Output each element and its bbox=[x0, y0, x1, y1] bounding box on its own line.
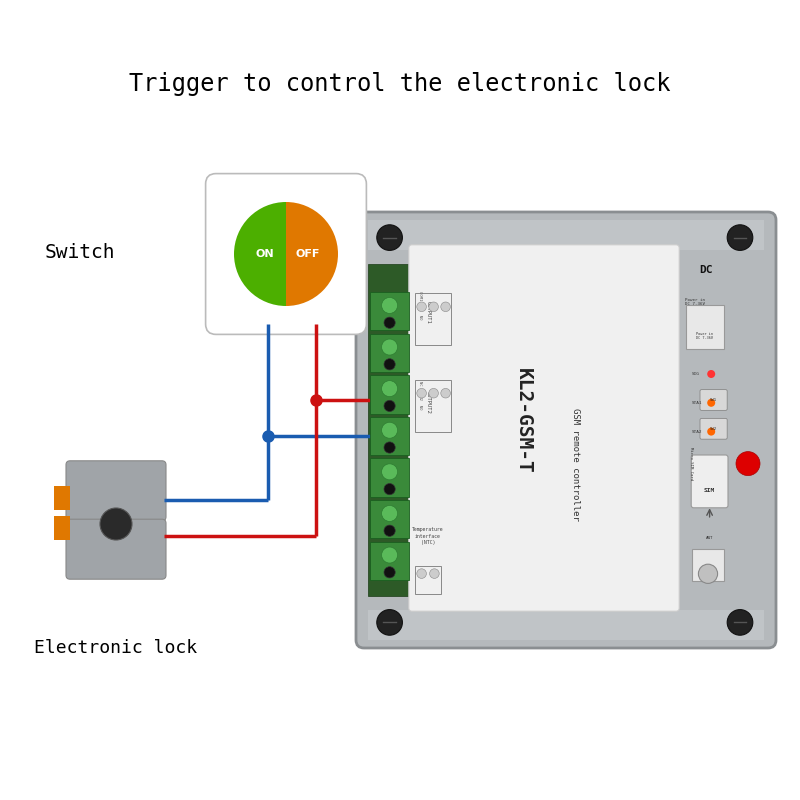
Circle shape bbox=[698, 564, 718, 583]
Circle shape bbox=[417, 388, 426, 398]
Bar bbox=[370, 417, 409, 455]
Circle shape bbox=[441, 388, 450, 398]
Bar bbox=[415, 379, 451, 431]
Text: COM1  NC  NO: COM1 NC NO bbox=[418, 291, 422, 320]
FancyBboxPatch shape bbox=[206, 174, 366, 334]
Text: ANT: ANT bbox=[706, 536, 714, 540]
Circle shape bbox=[429, 302, 438, 311]
FancyBboxPatch shape bbox=[700, 418, 727, 439]
Bar bbox=[686, 305, 724, 349]
Text: KL2-GSM-T: KL2-GSM-T bbox=[514, 368, 532, 474]
Bar bbox=[54, 486, 70, 510]
Text: GSM remote controller: GSM remote controller bbox=[571, 407, 580, 521]
Text: Switch: Switch bbox=[45, 242, 115, 262]
Text: Electronic lock: Electronic lock bbox=[34, 639, 198, 657]
Circle shape bbox=[382, 464, 398, 480]
Circle shape bbox=[736, 451, 760, 475]
Wedge shape bbox=[234, 202, 286, 306]
Bar bbox=[370, 500, 409, 538]
Text: Power in
DC 7-36V: Power in DC 7-36V bbox=[696, 332, 714, 340]
Bar bbox=[692, 549, 724, 581]
FancyBboxPatch shape bbox=[66, 461, 166, 521]
Circle shape bbox=[727, 225, 753, 250]
Circle shape bbox=[382, 422, 398, 438]
FancyBboxPatch shape bbox=[409, 245, 679, 611]
Text: SIG: SIG bbox=[692, 372, 700, 376]
Bar bbox=[370, 458, 409, 497]
Text: OUTPUT1: OUTPUT1 bbox=[426, 302, 430, 324]
Circle shape bbox=[727, 610, 753, 635]
Circle shape bbox=[441, 302, 450, 311]
Circle shape bbox=[382, 339, 398, 355]
Bar bbox=[415, 294, 451, 346]
Bar bbox=[370, 334, 409, 372]
Bar bbox=[368, 610, 764, 640]
Text: DC: DC bbox=[699, 265, 712, 274]
Circle shape bbox=[417, 569, 426, 578]
Circle shape bbox=[382, 506, 398, 522]
Circle shape bbox=[384, 483, 395, 494]
Circle shape bbox=[384, 525, 395, 536]
Circle shape bbox=[382, 547, 398, 563]
Bar bbox=[54, 516, 70, 540]
Bar bbox=[370, 375, 409, 414]
FancyBboxPatch shape bbox=[356, 212, 776, 648]
Text: Trigger to control the electronic lock: Trigger to control the electronic lock bbox=[130, 72, 670, 96]
Bar bbox=[368, 220, 764, 250]
Circle shape bbox=[382, 298, 398, 314]
Circle shape bbox=[384, 442, 395, 453]
FancyBboxPatch shape bbox=[691, 455, 728, 508]
Circle shape bbox=[707, 427, 715, 435]
Circle shape bbox=[384, 566, 395, 578]
Text: ON: ON bbox=[256, 249, 274, 259]
Text: NC  COM2  NO: NC COM2 NO bbox=[418, 382, 422, 410]
FancyBboxPatch shape bbox=[700, 390, 727, 410]
Bar bbox=[415, 566, 441, 594]
Bar bbox=[370, 292, 409, 330]
Text: OFF: OFF bbox=[296, 249, 320, 259]
Circle shape bbox=[429, 388, 438, 398]
Circle shape bbox=[417, 302, 426, 311]
Circle shape bbox=[384, 317, 395, 328]
Circle shape bbox=[384, 400, 395, 411]
Text: STA1: STA1 bbox=[692, 401, 702, 405]
Circle shape bbox=[707, 398, 715, 406]
Wedge shape bbox=[286, 202, 338, 306]
Text: OUTPUT2: OUTPUT2 bbox=[426, 391, 430, 414]
Text: Power in
DC 7-36V: Power in DC 7-36V bbox=[685, 298, 706, 306]
Text: Temperature
interface
(NTC): Temperature interface (NTC) bbox=[412, 527, 444, 545]
Circle shape bbox=[707, 370, 715, 378]
Bar bbox=[370, 542, 409, 580]
Text: SW1: SW1 bbox=[710, 398, 717, 402]
Circle shape bbox=[430, 569, 439, 578]
Circle shape bbox=[100, 508, 132, 540]
Circle shape bbox=[377, 610, 402, 635]
Text: SW2: SW2 bbox=[710, 426, 717, 430]
Circle shape bbox=[377, 225, 402, 250]
Text: STA2: STA2 bbox=[692, 430, 702, 434]
Circle shape bbox=[382, 381, 398, 397]
Text: SIM: SIM bbox=[704, 489, 715, 494]
Text: Micro-SIM Card: Micro-SIM Card bbox=[689, 447, 693, 481]
Circle shape bbox=[384, 358, 395, 370]
FancyBboxPatch shape bbox=[66, 519, 166, 579]
Bar bbox=[368, 264, 420, 596]
